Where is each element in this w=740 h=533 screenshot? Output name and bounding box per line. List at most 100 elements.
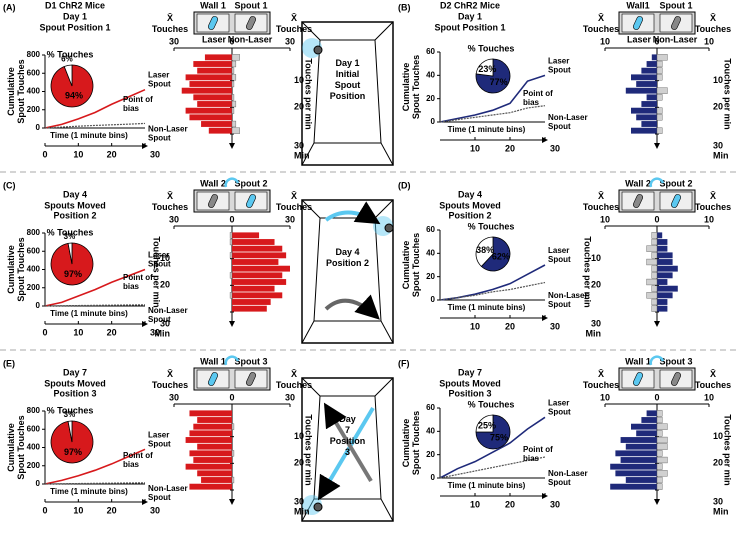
y-tick-label: 60 (426, 47, 435, 56)
hist-bar (189, 430, 232, 437)
x-tick-label: 0 (42, 505, 47, 515)
spout-icon (671, 372, 681, 386)
group-title: D1 ChR2 Mice (45, 0, 105, 10)
hist-bar (193, 94, 232, 101)
y-tick-label: 30 (591, 318, 601, 328)
hist-bar (231, 67, 235, 74)
subtitle: Spout Position 1 (40, 22, 111, 32)
hist-bar (641, 121, 657, 127)
pie-value-label: 23% (478, 64, 496, 74)
x-tick-label: 30 (150, 149, 160, 159)
hist-bar (631, 127, 657, 134)
y-tick-label: 200 (27, 461, 41, 470)
y-axis-title: CumulativeSpout Touches (401, 411, 421, 475)
hist-bar (189, 483, 232, 490)
hist-bar (636, 114, 657, 121)
y-tick-label: 30 (294, 140, 304, 150)
hist-bar (625, 443, 657, 450)
hist-bar (657, 252, 673, 259)
hist-bar (232, 285, 275, 292)
day-label: Day 4 (63, 189, 87, 199)
annotation: Point of bias (523, 89, 553, 107)
key-label: Spout 1 (660, 0, 693, 10)
x-axis-title: X̄ Touches (695, 191, 731, 212)
y-tick-label: 20 (713, 102, 723, 112)
y-tick-label: 800 (27, 50, 41, 59)
hist-bar (651, 54, 657, 61)
hist-bar (651, 272, 658, 279)
mouse-icon (384, 223, 394, 233)
y-unit: Min (713, 506, 729, 516)
arena-label: 7 (345, 425, 350, 435)
y-tick-label: 30 (160, 318, 170, 328)
hist-bar (201, 121, 232, 127)
x-tick-label: 30 (169, 214, 179, 224)
hist-bar (651, 232, 658, 239)
x-tick-label: 10 (73, 327, 83, 337)
x-tick-label: 20 (505, 143, 515, 153)
panel-letter: (C) (3, 180, 16, 190)
y-tick-label: 20 (294, 102, 304, 112)
hist-bar (229, 238, 233, 246)
hist-bar (646, 410, 657, 417)
annotation: Point of bias (523, 445, 553, 463)
hist-bar (657, 265, 678, 272)
hist-bar (610, 483, 657, 490)
series-label: Non-Laser Spout (548, 291, 588, 309)
hist-bar (656, 456, 668, 464)
swap-icon (649, 355, 665, 366)
y-unit: Min (294, 506, 310, 516)
hist-bar (197, 470, 232, 477)
series-line (439, 264, 546, 301)
y-tick-label: 10 (713, 75, 723, 85)
panel-letter: (E) (3, 358, 15, 368)
y-tick-label: 20 (591, 280, 601, 290)
spout-icon (633, 372, 643, 386)
y-axis-title: CumulativeSpout Touches (6, 415, 26, 479)
pie-value-label: 94% (65, 91, 83, 101)
key-label: Wall 2 (200, 178, 226, 188)
subtitle: Position 3 (53, 388, 96, 398)
key-label: Spout 3 (660, 356, 693, 366)
pie-value-label: 6% (61, 55, 73, 64)
day-label: Day 1 (458, 11, 482, 21)
hist-bar (656, 450, 663, 457)
y-tick-label: 400 (27, 443, 41, 452)
y-axis-title: CumulativeSpout Touches (6, 237, 26, 301)
hist-bar (625, 87, 657, 94)
pie-value-label: 62% (492, 252, 510, 262)
hist-bar (232, 245, 283, 252)
legend-label: Non-Laser (228, 34, 273, 44)
hist-bar (656, 430, 663, 437)
pie-slice (67, 242, 73, 265)
x-tick-label: 20 (107, 505, 117, 515)
hist-bar (231, 54, 240, 61)
swap-icon (224, 177, 240, 188)
arena-label: 3 (345, 447, 350, 457)
panel-letter: (D) (398, 180, 411, 190)
hist-bar (657, 305, 668, 312)
x-tick-label: 10 (470, 143, 480, 153)
series-line (44, 482, 146, 485)
arena-inner (301, 199, 394, 344)
hist-bar (631, 107, 657, 114)
panel-letter: (A) (3, 2, 16, 12)
spout-icon (208, 16, 218, 30)
x-tick-label: 0 (654, 36, 659, 46)
x-tick-label: 0 (654, 214, 659, 224)
arena-label: Initial (336, 69, 360, 79)
hist-bar (646, 258, 658, 266)
hist-bar (651, 285, 658, 292)
series-line (439, 74, 546, 123)
hist-bar (657, 299, 668, 305)
hist-bar (656, 67, 663, 74)
x-axis-title: X̄ Touches (276, 369, 312, 390)
legend-label: Laser (627, 34, 652, 44)
hist-bar (189, 81, 232, 87)
hist-bar (631, 74, 657, 81)
series-label: Non-Laser Spout (548, 113, 588, 131)
x-axis-title: X̄ Touches (695, 369, 731, 390)
hist-bar (641, 101, 657, 107)
series-line (44, 122, 146, 129)
pie-slice (475, 236, 494, 267)
